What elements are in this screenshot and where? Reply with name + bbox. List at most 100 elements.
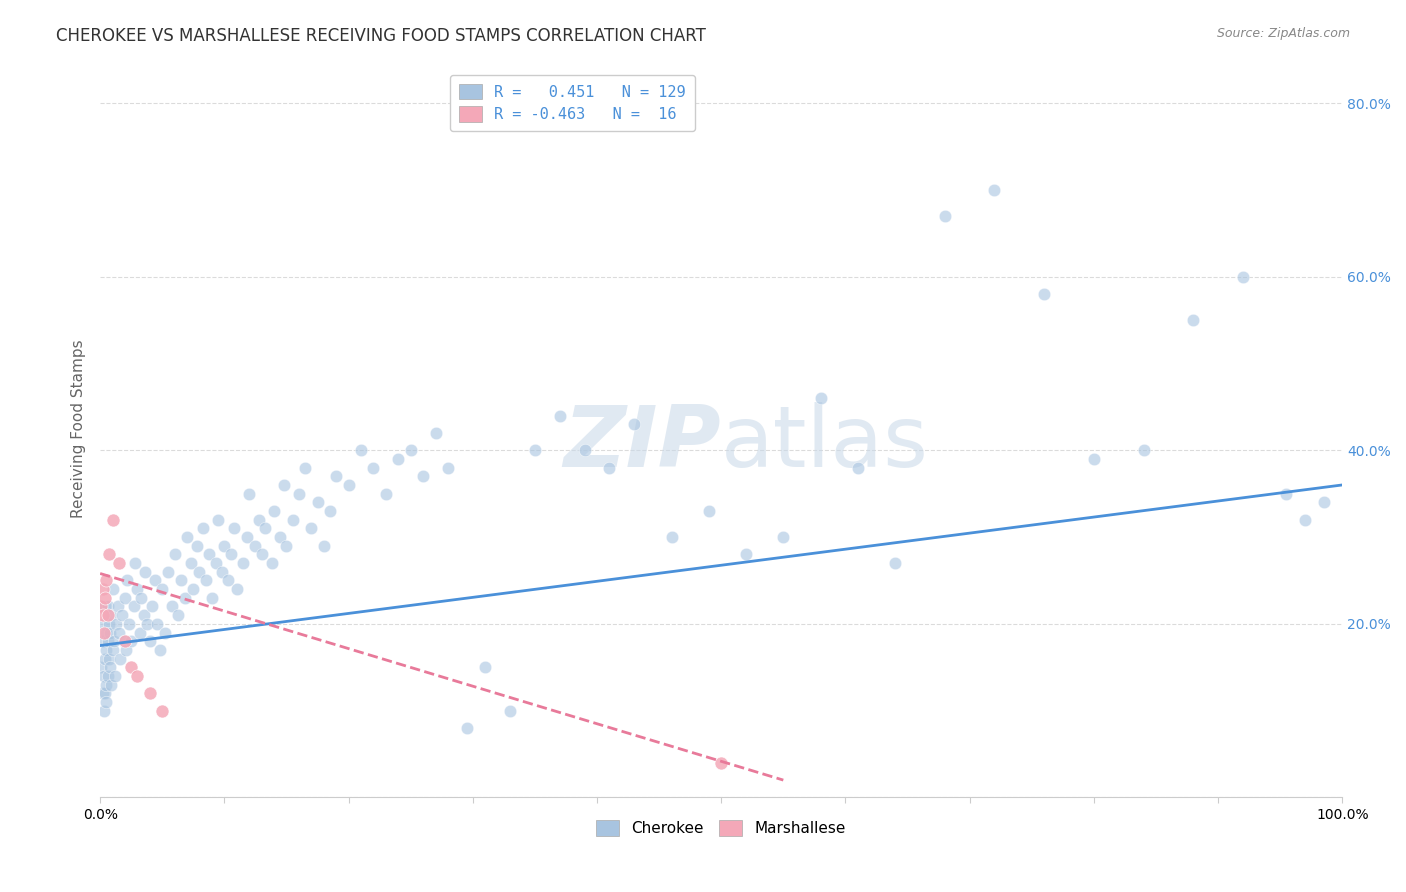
Point: [132, 608, 155, 623]
Point: [134, 565, 156, 579]
Point: [98, 625, 121, 640]
Point: [157, 565, 180, 579]
Point: [139, 686, 162, 700]
Point: [120, 634, 142, 648]
Point: [201, 591, 224, 605]
Point: [173, 591, 195, 605]
Point: [211, 565, 233, 579]
Point: [437, 460, 460, 475]
Point: [186, 539, 208, 553]
Point: [108, 651, 131, 665]
Text: Source: ZipAtlas.com: Source: ZipAtlas.com: [1216, 27, 1350, 40]
Point: [425, 425, 447, 440]
Point: [1182, 313, 1205, 327]
Point: [91, 634, 114, 648]
Point: [399, 443, 422, 458]
Point: [934, 209, 956, 223]
Point: [325, 469, 347, 483]
Point: [273, 478, 295, 492]
Point: [111, 608, 134, 623]
Point: [146, 616, 169, 631]
Point: [100, 677, 122, 691]
Point: [94, 651, 117, 665]
Point: [548, 409, 571, 423]
Point: [598, 460, 620, 475]
Point: [1132, 443, 1154, 458]
Point: [846, 460, 869, 475]
Point: [91, 608, 114, 623]
Point: [96, 695, 118, 709]
Point: [97, 608, 120, 623]
Point: [188, 565, 211, 579]
Point: [250, 548, 273, 562]
Point: [499, 704, 522, 718]
Point: [263, 504, 285, 518]
Point: [374, 486, 396, 500]
Point: [810, 391, 832, 405]
Point: [232, 556, 254, 570]
Point: [141, 599, 163, 614]
Point: [983, 183, 1005, 197]
Point: [474, 660, 496, 674]
Point: [235, 530, 257, 544]
Point: [1083, 451, 1105, 466]
Point: [97, 669, 120, 683]
Point: [281, 513, 304, 527]
Point: [150, 582, 173, 596]
Point: [127, 582, 149, 596]
Point: [101, 582, 124, 596]
Point: [143, 574, 166, 588]
Point: [254, 521, 277, 535]
Point: [91, 686, 114, 700]
Point: [127, 669, 149, 683]
Point: [193, 521, 215, 535]
Point: [128, 625, 150, 640]
Text: CHEROKEE VS MARSHALLESE RECEIVING FOOD STAMPS CORRELATION CHART: CHEROKEE VS MARSHALLESE RECEIVING FOOD S…: [56, 27, 706, 45]
Point: [115, 643, 138, 657]
Point: [224, 521, 246, 535]
Point: [198, 548, 221, 562]
Point: [124, 556, 146, 570]
Point: [93, 669, 115, 683]
Y-axis label: Receiving Food Stamps: Receiving Food Stamps: [72, 339, 86, 518]
Point: [101, 643, 124, 657]
Point: [97, 599, 120, 614]
Point: [101, 513, 124, 527]
Point: [96, 677, 118, 691]
Point: [129, 591, 152, 605]
Point: [167, 608, 190, 623]
Point: [170, 574, 193, 588]
Point: [219, 548, 242, 562]
Point: [269, 530, 291, 544]
Point: [96, 643, 118, 657]
Point: [114, 591, 136, 605]
Point: [97, 616, 120, 631]
Point: [387, 451, 409, 466]
Point: [91, 582, 114, 596]
Point: [247, 513, 270, 527]
Point: [294, 460, 316, 475]
Point: [104, 669, 127, 683]
Point: [319, 504, 342, 518]
Point: [153, 625, 176, 640]
Point: [93, 616, 115, 631]
Point: [299, 521, 322, 535]
Point: [523, 443, 546, 458]
Point: [117, 574, 139, 588]
Point: [307, 495, 329, 509]
Point: [181, 582, 204, 596]
Point: [884, 556, 907, 570]
Point: [312, 539, 335, 553]
Point: [94, 686, 117, 700]
Point: [245, 539, 267, 553]
Point: [107, 599, 129, 614]
Point: [194, 574, 217, 588]
Point: [107, 625, 129, 640]
Point: [1275, 486, 1298, 500]
Point: [1232, 269, 1254, 284]
Point: [150, 704, 173, 718]
Point: [136, 616, 159, 631]
Point: [118, 616, 141, 631]
Point: [574, 443, 596, 458]
Point: [97, 548, 120, 562]
